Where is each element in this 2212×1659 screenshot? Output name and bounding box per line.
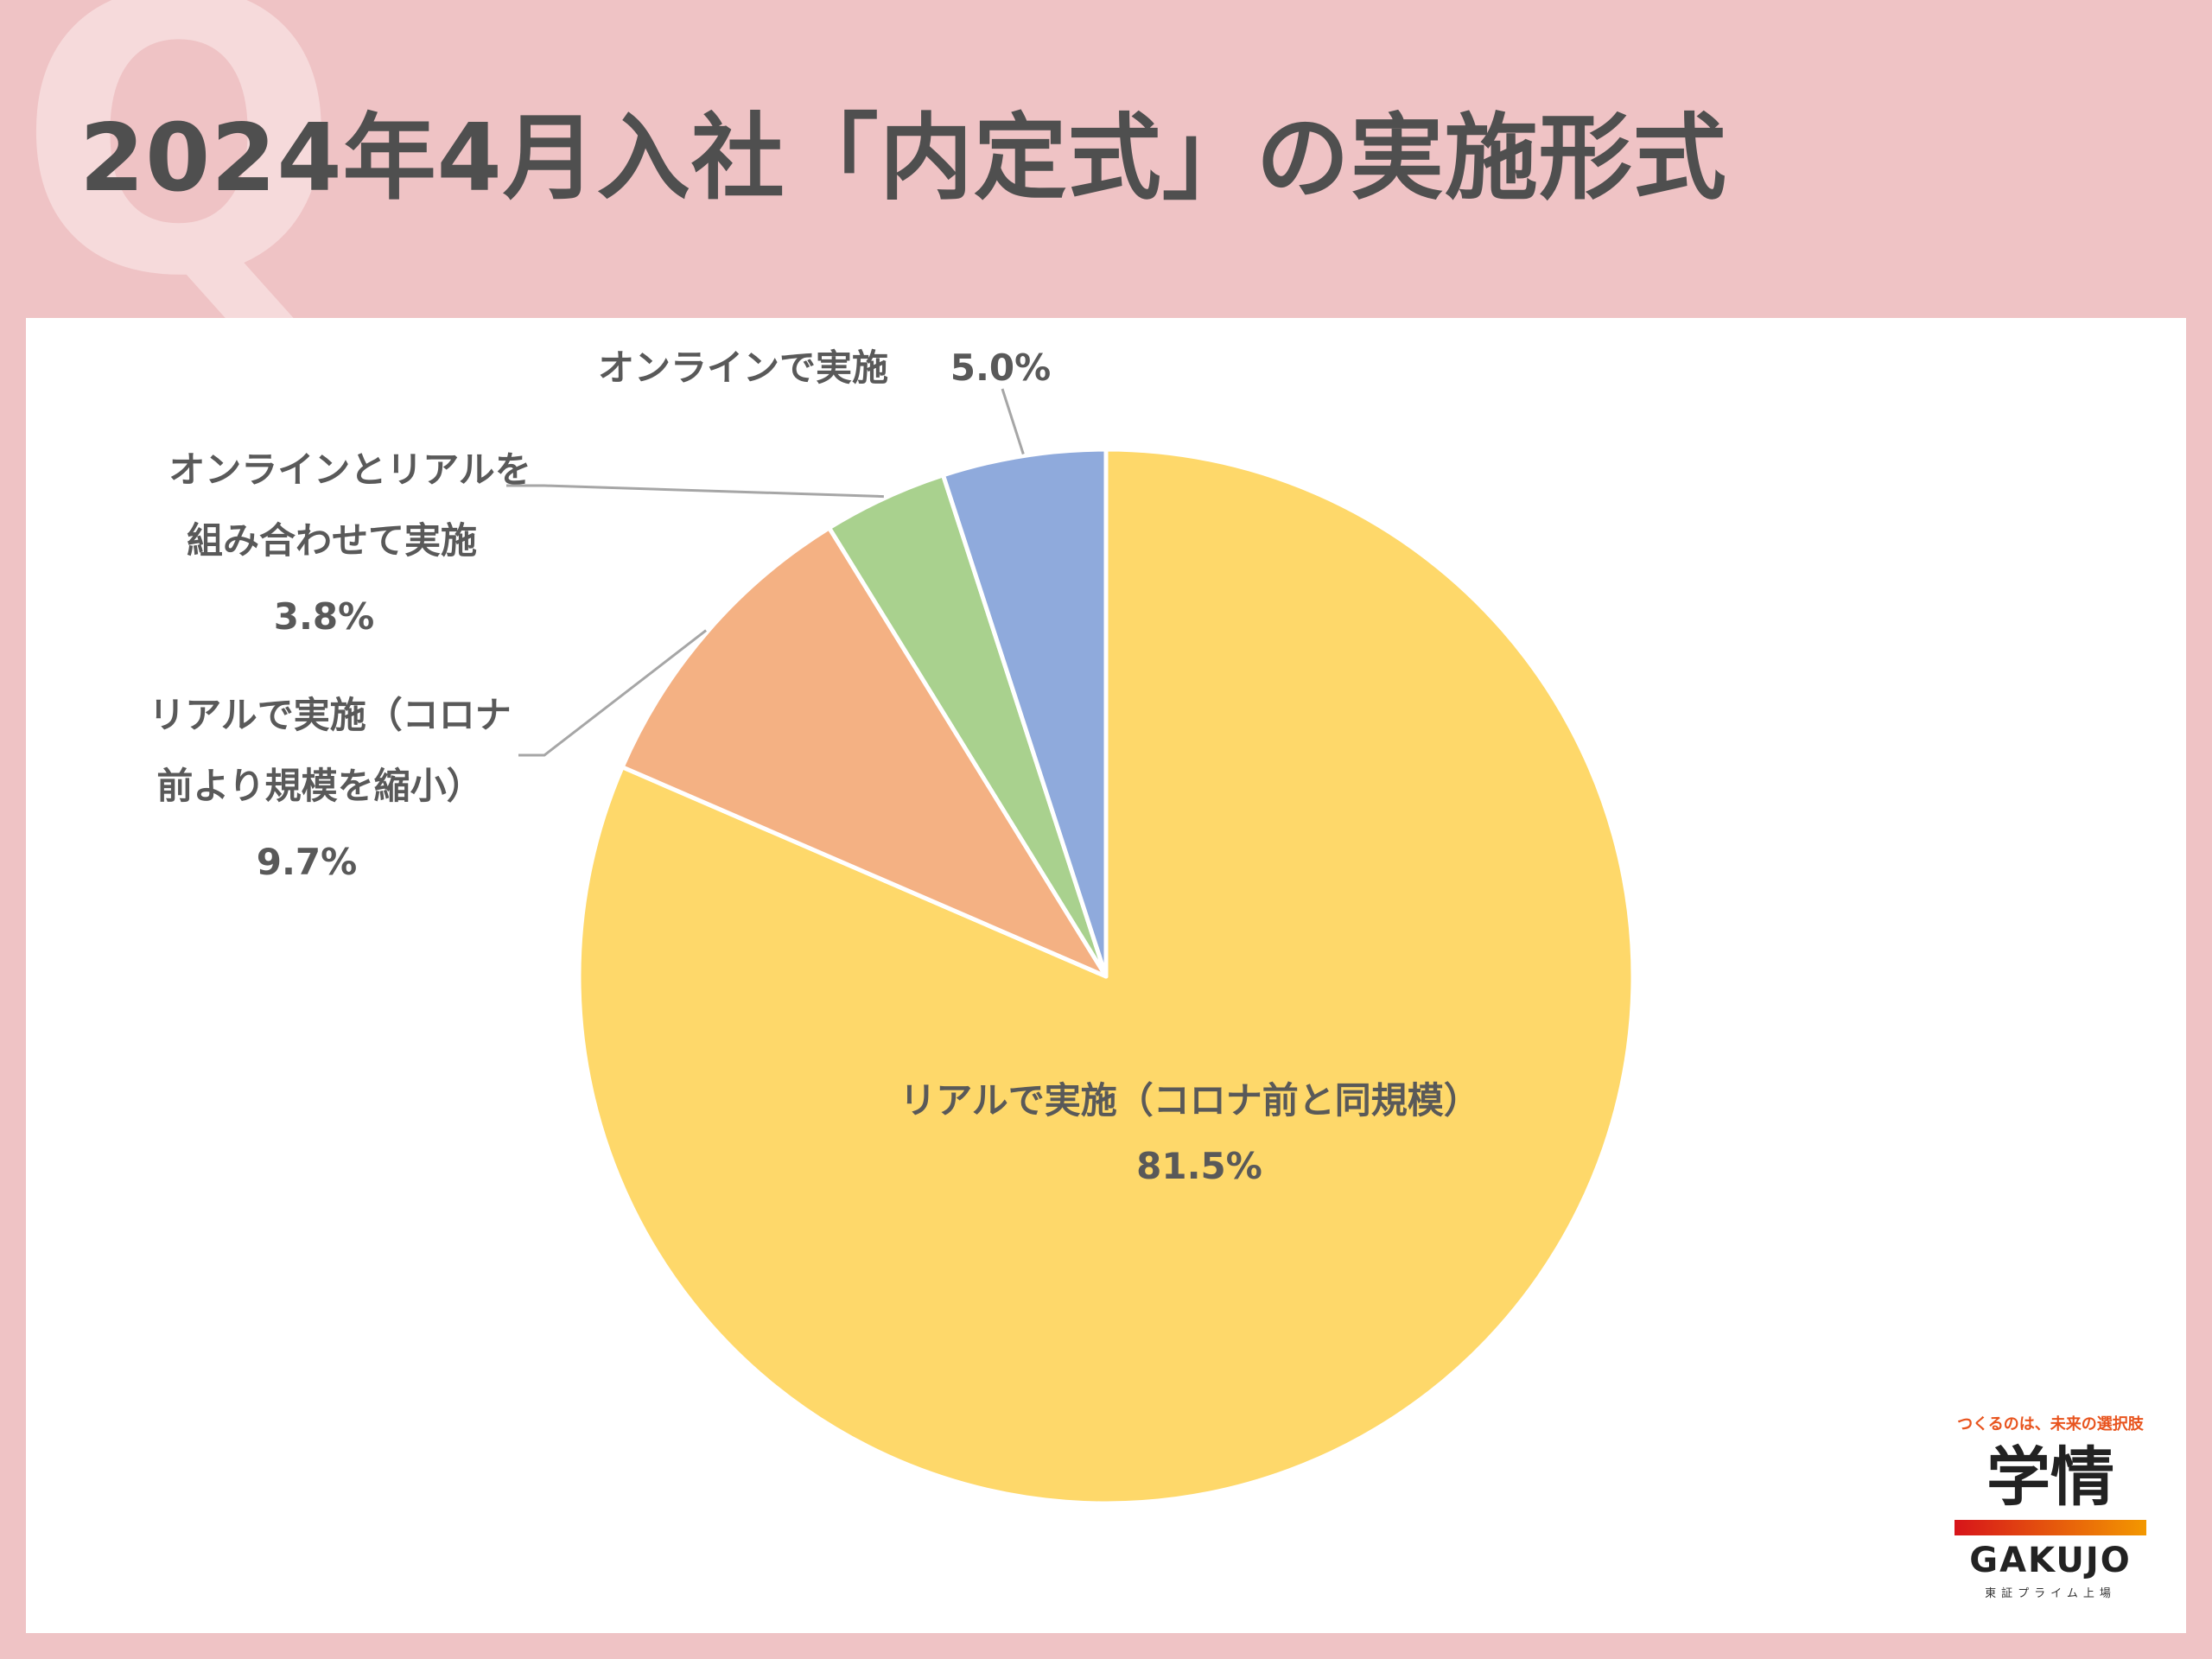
slice-label-real-reduced-line2: 前より規模を縮小） [156,765,482,807]
pie-slices [576,447,1636,1506]
brand-name-kanji: 学情 [1986,1440,2114,1515]
q-watermark: Q [17,0,341,359]
slice-value-real-reduced: 9.7% [257,841,357,883]
leader-lines [506,388,1025,757]
slice-label-hybrid-line1: オンラインとリアルを [168,448,531,491]
slice-label-online: オンラインで実施 [598,346,888,389]
page-title: 2024年4月入社「内定式」の実施形式 [79,105,1727,213]
pie-slice-real-same-scale [576,447,1636,1506]
gakujo-logo: つくるのは、未来の選択肢 学情 GAKUJO 東証プライム上場 [1955,1412,2146,1600]
slice-value-real-same-scale: 81.5% [1136,1145,1262,1187]
chart-panel: リアルで実施（コロナ前と同規模） 81.5% リアルで実施（コロナ 前より規模を… [26,318,2186,1633]
pie-slice-online [941,447,1109,979]
brand-name-latin: GAKUJO [1969,1541,2132,1581]
brand-color-bar [1955,1520,2146,1536]
slice-label-real-reduced-line1: リアルで実施（コロナ [149,694,512,736]
slice-value-online: 5.0% [950,346,1051,389]
leader-line-hybrid [506,484,884,499]
pie-chart: リアルで実施（コロナ前と同規模） 81.5% リアルで実施（コロナ 前より規模を… [149,346,1636,1506]
brand-subtitle: 東証プライム上場 [1985,1587,2116,1601]
brand-tagline: つくるのは、未来の選択肢 [1957,1415,2144,1433]
slice-value-hybrid: 3.8% [274,595,374,638]
leader-line-real-reduced [518,629,708,757]
leader-line-online [1001,388,1025,454]
pie-slice-real-reduced [620,525,1109,979]
slice-label-hybrid-line2: 組み合わせて実施 [187,519,477,562]
slice-label-real-same-scale: リアルで実施（コロナ前と同規模） [899,1079,1480,1122]
